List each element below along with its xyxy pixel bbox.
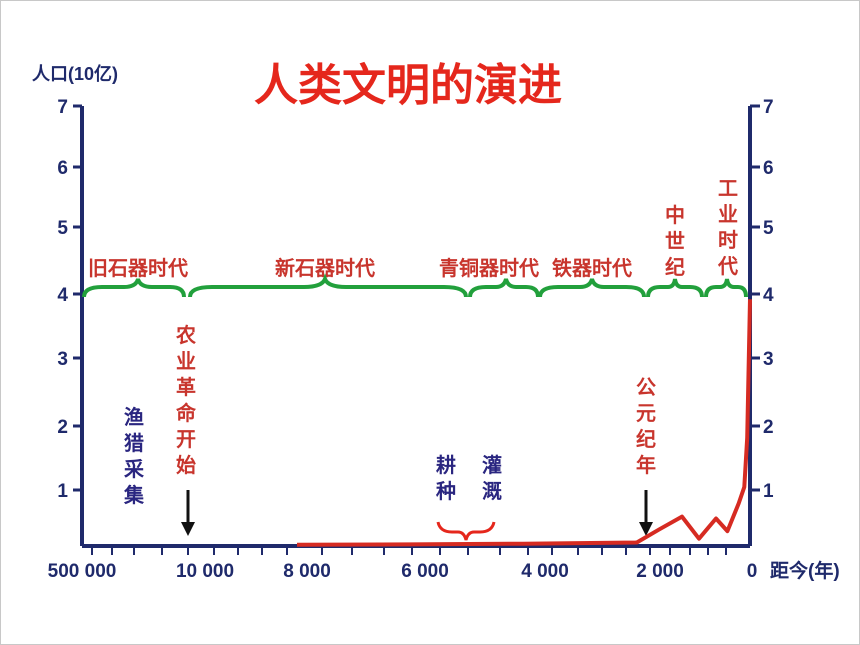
x-tick-label: 6 000 bbox=[401, 561, 449, 582]
y-tick-label-right: 5 bbox=[763, 218, 774, 239]
annotation-char: 公 bbox=[636, 375, 656, 399]
population-points bbox=[296, 299, 751, 545]
y-tick-label-right: 6 bbox=[763, 158, 774, 179]
annotation-char: 种 bbox=[435, 479, 456, 503]
population-line bbox=[296, 299, 752, 547]
y-tick-label-right: 1 bbox=[763, 481, 774, 502]
era-char: 世 bbox=[665, 229, 685, 253]
ce-arrow bbox=[639, 490, 653, 536]
annotation-char: 农 bbox=[175, 323, 196, 347]
annotation-char: 革 bbox=[176, 375, 196, 399]
era-char: 工 bbox=[718, 176, 738, 200]
y-tick-label-left: 7 bbox=[57, 97, 68, 118]
x-tick-label: 10 000 bbox=[176, 561, 234, 582]
annotation-char: 猎 bbox=[124, 431, 144, 455]
annotation-char: 命 bbox=[176, 401, 197, 425]
annotation-char: 纪 bbox=[636, 427, 656, 451]
y-tick-label-left: 1 bbox=[57, 481, 68, 502]
era-char: 业 bbox=[718, 202, 738, 226]
annotation-farming: 耕种 bbox=[435, 453, 456, 503]
annotation-char: 开 bbox=[176, 427, 196, 451]
y-tick-label-left: 6 bbox=[57, 158, 68, 179]
agri-arrow bbox=[181, 490, 195, 536]
annotation-char: 溉 bbox=[482, 479, 502, 503]
era-label-paleolithic: 旧石器时代 bbox=[88, 256, 188, 280]
y-tick-label-right: 2 bbox=[763, 417, 774, 438]
era-label-iron: 铁器时代 bbox=[552, 256, 632, 280]
era-label-bronze: 青铜器时代 bbox=[439, 256, 539, 280]
y-tick-label-right: 3 bbox=[763, 349, 774, 370]
x-tick-label: 8 000 bbox=[283, 561, 331, 582]
x-tick-label: 500 000 bbox=[48, 561, 117, 582]
x-tick-label: 4 000 bbox=[521, 561, 569, 582]
y-ticks: 1 1 2 2 3 3 4 4 5 5 6 6 7 7 bbox=[57, 97, 774, 502]
annotation-char: 集 bbox=[123, 483, 145, 507]
y-tick-label-left: 2 bbox=[57, 417, 68, 438]
annotation-char: 灌 bbox=[482, 453, 502, 477]
farming-brace bbox=[436, 521, 496, 541]
annotation-char: 业 bbox=[176, 349, 196, 373]
annotation-char: 元 bbox=[636, 401, 656, 425]
annotation-irrigation: 灌溉 bbox=[482, 453, 502, 503]
brace-medieval bbox=[646, 278, 704, 298]
brace-bronze bbox=[468, 278, 540, 298]
y-tick-label-right: 4 bbox=[763, 285, 774, 306]
era-char: 纪 bbox=[665, 255, 685, 279]
y-tick-label-left: 5 bbox=[57, 218, 68, 239]
x-tick-label: 0 bbox=[747, 561, 758, 582]
chart-title: 人类文明的演进 bbox=[254, 60, 562, 111]
era-char: 中 bbox=[665, 203, 685, 227]
x-ticks: 500 000 10 000 8 000 6 000 4 000 2 000 0 bbox=[48, 546, 758, 582]
era-braces bbox=[82, 273, 748, 298]
x-tick-label: 2 000 bbox=[636, 561, 684, 582]
brace-paleolithic bbox=[82, 278, 186, 298]
brace-industrial bbox=[704, 278, 748, 298]
annotation-char: 采 bbox=[124, 457, 144, 481]
era-char: 代 bbox=[717, 254, 738, 278]
annotation-char: 年 bbox=[636, 453, 656, 477]
y-axis-label: 人口(10亿) bbox=[32, 63, 118, 84]
y-tick-label-right: 7 bbox=[763, 97, 774, 118]
brace-iron bbox=[538, 278, 646, 298]
y-tick-label-left: 3 bbox=[57, 349, 68, 370]
era-char: 时 bbox=[718, 228, 738, 252]
annotation-char: 始 bbox=[176, 453, 196, 477]
annotation-char: 渔 bbox=[124, 405, 144, 429]
y-tick-label-left: 4 bbox=[57, 285, 68, 306]
x-axis-label: 距今(年) bbox=[770, 559, 840, 582]
brace-neolithic bbox=[188, 273, 468, 298]
annotation-char: 耕 bbox=[436, 453, 456, 477]
